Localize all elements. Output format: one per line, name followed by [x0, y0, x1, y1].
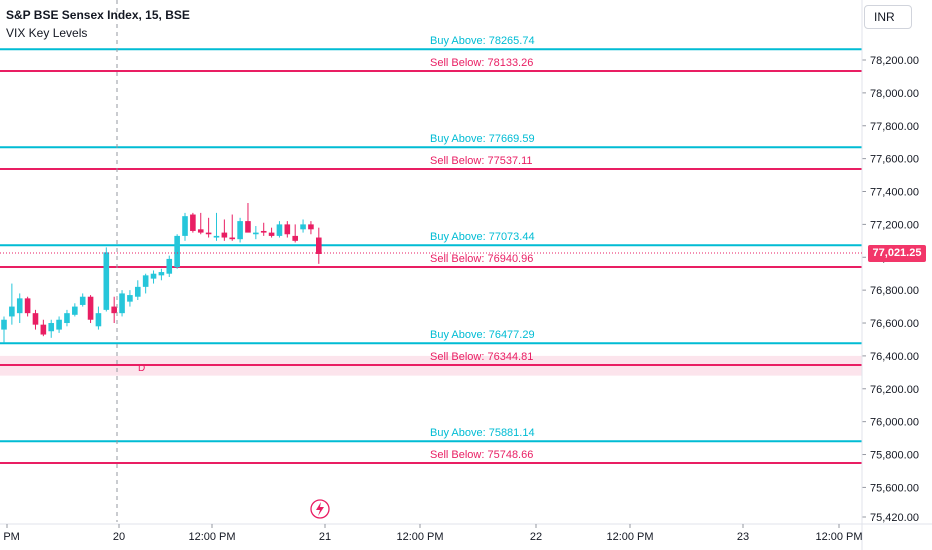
candle-body: [308, 224, 314, 230]
x-tick-label: 12:00 PM: [396, 531, 443, 543]
y-tick-label: 77,400.00: [870, 187, 919, 199]
y-tick-label: 77,200.00: [870, 219, 919, 231]
candle-body: [197, 229, 204, 233]
candle-body: [64, 313, 70, 324]
candle-body: [253, 232, 259, 235]
chart-title: S&P BSE Sensex Index, 15, BSE: [6, 8, 190, 22]
band-marker-label: D: [138, 363, 145, 374]
candle-body: [9, 306, 15, 317]
candle-body: [300, 224, 306, 230]
candle-body: [95, 313, 102, 327]
y-tick-label: 75,800.00: [870, 450, 919, 462]
buy-level-label: Buy Above: 76477.29: [430, 329, 535, 341]
x-tick-label: 21: [319, 531, 331, 543]
candle-body: [245, 221, 251, 233]
candle-body: [79, 296, 86, 305]
candle-body: [190, 214, 196, 231]
candle-body: [229, 237, 236, 240]
candle-body: [103, 252, 110, 310]
buy-level-label: Buy Above: 77073.44: [430, 231, 535, 243]
sell-level-label: Sell Below: 76940.96: [430, 253, 533, 265]
candle-body: [276, 224, 283, 236]
candle-body: [142, 275, 149, 287]
y-tick-label: 77,800.00: [870, 121, 919, 133]
lightning-icon[interactable]: [310, 499, 330, 519]
candle-body: [213, 235, 220, 238]
x-tick-label: 12:00 PM: [815, 531, 862, 543]
y-tick-label: 75,420.00: [870, 512, 919, 524]
candle-body: [150, 273, 157, 279]
candle-body: [316, 237, 322, 254]
candle-body: [205, 232, 212, 235]
x-tick-label: 0 PM: [0, 531, 20, 543]
x-tick-label: 12:00 PM: [188, 531, 235, 543]
sell-level-label: Sell Below: 78133.26: [430, 57, 533, 69]
y-tick-label: 75,600.00: [870, 482, 919, 494]
currency-button[interactable]: INR: [864, 5, 912, 29]
x-tick-label: 23: [737, 531, 749, 543]
y-tick-label: 78,200.00: [870, 55, 919, 67]
x-tick-label: 22: [530, 531, 542, 543]
sell-level-label: Sell Below: 75748.66: [430, 449, 533, 461]
candle-body: [32, 313, 39, 325]
candle-body: [1, 319, 7, 330]
candle-body: [182, 216, 188, 236]
candle-body: [158, 272, 165, 276]
candle-body: [292, 235, 298, 241]
buy-level-label: Buy Above: 75881.14: [430, 427, 535, 439]
candle-body: [284, 224, 291, 235]
y-tick-label: 77,600.00: [870, 154, 919, 166]
candle-body: [166, 258, 173, 274]
candle-body: [119, 293, 125, 314]
sell-level-label: Sell Below: 77537.11: [430, 155, 533, 167]
buy-level-label: Buy Above: 77669.59: [430, 133, 535, 145]
candle-body: [48, 323, 55, 332]
x-tick-label: 12:00 PM: [606, 531, 653, 543]
candle-body: [56, 319, 62, 330]
y-tick-label: 76,200.00: [870, 384, 919, 396]
last-price-badge: 77,021.25: [868, 245, 926, 262]
y-tick-label: 76,000.00: [870, 417, 919, 429]
candle-body: [268, 232, 275, 236]
y-tick-label: 76,600.00: [870, 318, 919, 330]
y-tick-label: 78,000.00: [870, 88, 919, 100]
buy-level-label: Buy Above: 78265.74: [430, 35, 535, 47]
candle-body: [40, 324, 47, 335]
y-tick-label: 76,400.00: [870, 351, 919, 363]
sell-level-label: Sell Below: 76344.81: [430, 351, 533, 363]
indicator-name: VIX Key Levels: [6, 26, 88, 40]
candle-body: [24, 298, 31, 314]
candle-body: [221, 232, 228, 238]
candle-body: [237, 221, 243, 240]
candle-body: [72, 306, 78, 315]
candle-body: [127, 295, 133, 302]
candle-body: [174, 235, 180, 268]
candle-body: [16, 298, 23, 314]
candle-body: [260, 230, 267, 233]
candle-body: [111, 306, 117, 314]
candle-body: [134, 286, 141, 297]
x-tick-label: 20: [113, 531, 125, 543]
y-tick-label: 76,800.00: [870, 285, 919, 297]
candle-body: [87, 296, 94, 320]
